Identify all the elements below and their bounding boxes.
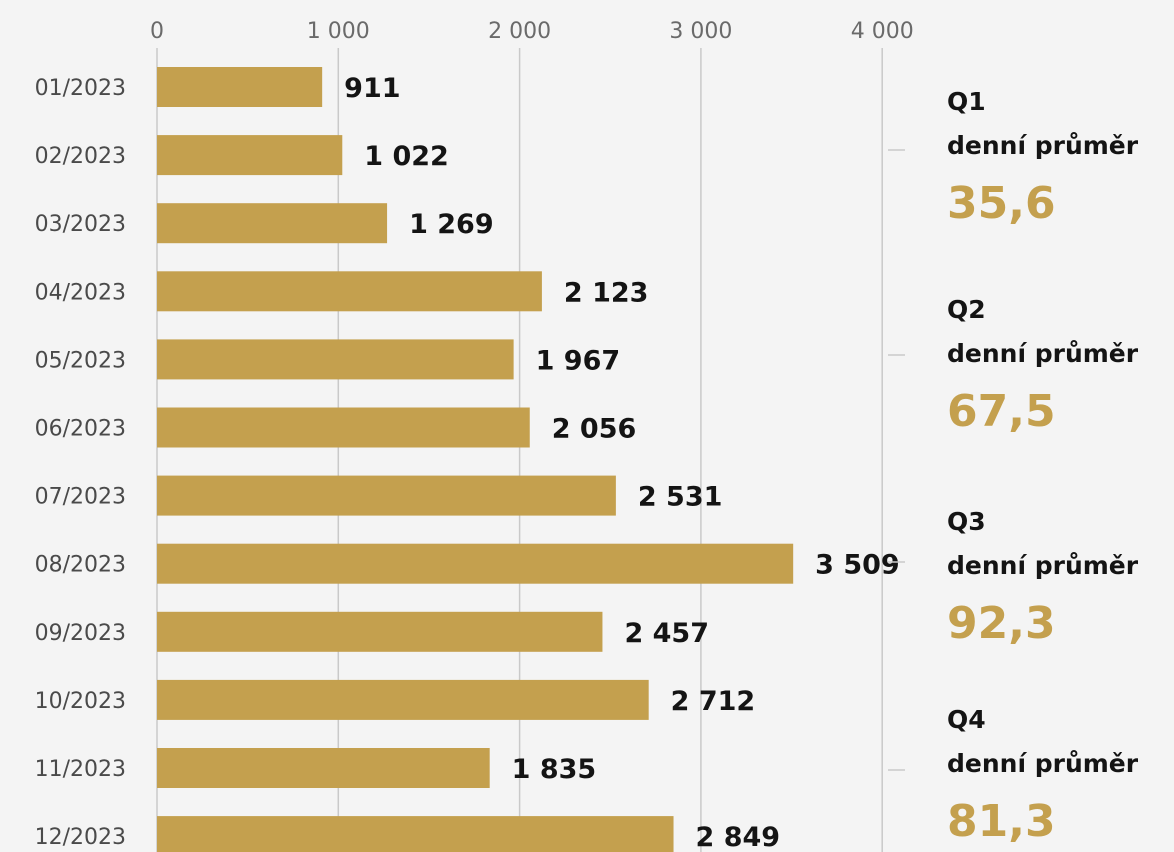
x-tick-label: 1 000 [307, 19, 370, 44]
value-label: 2 849 [696, 822, 781, 852]
labels: 0 1 000 2 000 3 000 4 000 01/2023 911 02/2023 1 … [35, 19, 914, 852]
bar-12-2023 [157, 816, 674, 852]
quarter-title: Q1 [947, 87, 986, 116]
category-label: 07/2023 [35, 485, 126, 510]
bars [157, 67, 794, 852]
bar-05-2023 [157, 339, 514, 380]
category-label: 11/2023 [35, 757, 126, 782]
value-label: 2 056 [552, 414, 637, 445]
quarter-daily-average: 92,3 [947, 598, 1056, 649]
value-label: 1 269 [409, 209, 494, 240]
category-label: 03/2023 [35, 212, 126, 237]
category-label: 09/2023 [35, 621, 126, 646]
value-label: 2 457 [624, 618, 709, 649]
quarter-subtitle: denní průměr [947, 551, 1139, 580]
x-tick-label: 4 000 [851, 19, 914, 44]
quarter-summary-panel: Q1 denní průměr 35,6 Q2 denní průměr 67,5 Q3 de… [888, 87, 1139, 847]
quarter-title: Q2 [947, 295, 986, 324]
quarter-subtitle: denní průměr [947, 131, 1139, 160]
x-tick-label: 3 000 [669, 19, 732, 44]
quarter-daily-average: 67,5 [947, 386, 1056, 437]
value-label: 1 835 [512, 754, 597, 785]
quarter-subtitle: denní průměr [947, 749, 1139, 778]
value-label: 2 531 [638, 482, 723, 513]
bar-03-2023 [157, 203, 388, 244]
bar-08-2023 [157, 543, 794, 584]
category-label: 10/2023 [35, 689, 126, 714]
category-label: 12/2023 [35, 825, 126, 850]
bar-01-2023 [157, 67, 323, 107]
category-label: 06/2023 [35, 417, 126, 442]
value-label: 2 123 [564, 277, 649, 308]
value-label: 3 509 [815, 550, 900, 581]
bar-10-2023 [157, 679, 649, 720]
quarter-daily-average: 35,6 [947, 178, 1056, 229]
bar-07-2023 [157, 475, 616, 516]
quarter-title: Q4 [947, 705, 986, 734]
bar-09-2023 [157, 611, 603, 652]
value-label: 911 [344, 73, 400, 104]
bar-02-2023 [157, 135, 343, 176]
value-label: 1 967 [536, 345, 621, 376]
quarter-subtitle: denní průměr [947, 339, 1139, 368]
category-label: 01/2023 [35, 76, 126, 101]
category-label: 08/2023 [35, 553, 126, 578]
category-label: 02/2023 [35, 144, 126, 169]
x-tick-label: 2 000 [488, 19, 551, 44]
quarter-daily-average: 81,3 [947, 796, 1056, 847]
x-tick-label: 0 [150, 19, 164, 44]
category-label: 04/2023 [35, 280, 126, 305]
value-label: 1 022 [364, 141, 449, 172]
category-label: 05/2023 [35, 348, 126, 373]
bar-11-2023 [157, 748, 490, 788]
bar-04-2023 [157, 271, 542, 312]
bar-06-2023 [157, 407, 530, 448]
quarter-title: Q3 [947, 507, 986, 536]
value-label: 2 712 [671, 686, 756, 717]
